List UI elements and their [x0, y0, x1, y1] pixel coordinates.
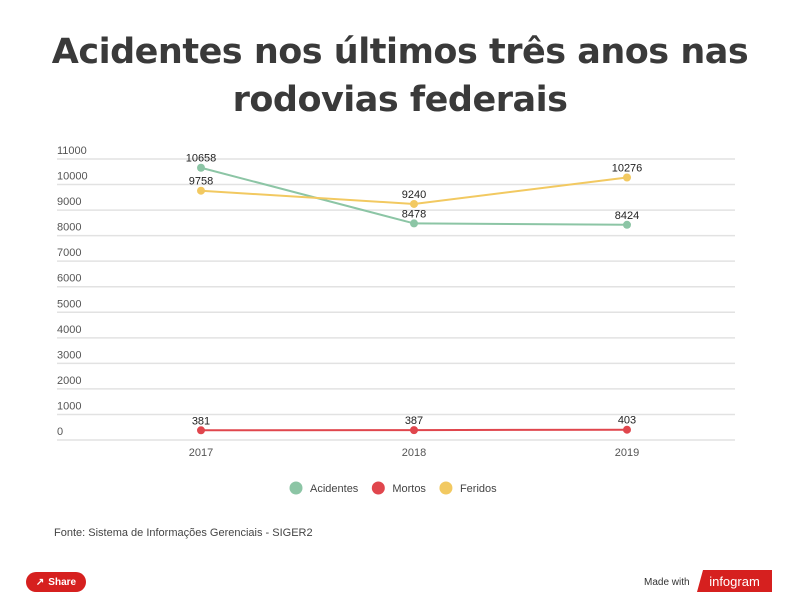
- y-tick-label: 0: [57, 426, 63, 438]
- data-point: [623, 173, 631, 182]
- data-point: [623, 220, 631, 229]
- y-tick-label: 6000: [57, 273, 81, 285]
- data-label: 9758: [189, 176, 213, 188]
- y-tick-label: 10000: [57, 171, 88, 183]
- data-label: 8478: [402, 208, 426, 220]
- data-point: [410, 426, 418, 435]
- data-label: 10276: [612, 162, 643, 174]
- x-tick-label: 2018: [402, 447, 426, 459]
- legend-label: Mortos: [392, 483, 426, 495]
- y-tick-label: 4000: [57, 324, 81, 336]
- legend-marker: [289, 481, 303, 495]
- legend-label: Acidentes: [310, 483, 359, 495]
- data-point: [623, 425, 631, 434]
- line-chart: 0 1000 2000 3000 4000 5000 6000 7000 8000 9000 100…: [57, 145, 735, 495]
- x-tick-label: 2017: [189, 447, 213, 459]
- legend-marker: [439, 481, 453, 495]
- share-button[interactable]: ↗ Share: [26, 572, 86, 592]
- data-label: 403: [618, 415, 636, 427]
- data-point: [410, 199, 418, 208]
- data-point: [197, 163, 205, 172]
- data-label: 381: [192, 415, 210, 427]
- y-tick-label: 9000: [57, 196, 81, 208]
- y-tick-label: 8000: [57, 222, 81, 234]
- data-label: 10658: [186, 153, 217, 165]
- share-icon: ↗: [35, 576, 45, 588]
- infogram-logo[interactable]: infogram: [697, 570, 772, 592]
- legend-label: Feridos: [460, 483, 497, 495]
- y-tick-label: 1000: [57, 400, 81, 412]
- data-point: [197, 426, 205, 435]
- y-tick-label: 2000: [57, 375, 81, 387]
- data-label: 9240: [402, 189, 426, 201]
- data-label: 387: [405, 415, 423, 427]
- data-point: [197, 186, 205, 195]
- share-label: Share: [48, 576, 77, 588]
- data-label: 8424: [615, 210, 639, 222]
- x-tick-label: 2019: [615, 447, 639, 459]
- y-tick-label: 7000: [57, 247, 81, 259]
- y-tick-label: 11000: [57, 145, 87, 157]
- data-point: [410, 219, 418, 228]
- legend-marker: [371, 481, 385, 495]
- source-note: Fonte: Sistema de Informações Gerenciais…: [54, 527, 313, 539]
- chart-title: Acidentes nos últimos três anos nas rodo…: [51, 32, 749, 120]
- y-tick-label: 3000: [57, 349, 81, 361]
- made-with-label: Made with: [644, 577, 690, 588]
- y-tick-label: 5000: [57, 298, 81, 310]
